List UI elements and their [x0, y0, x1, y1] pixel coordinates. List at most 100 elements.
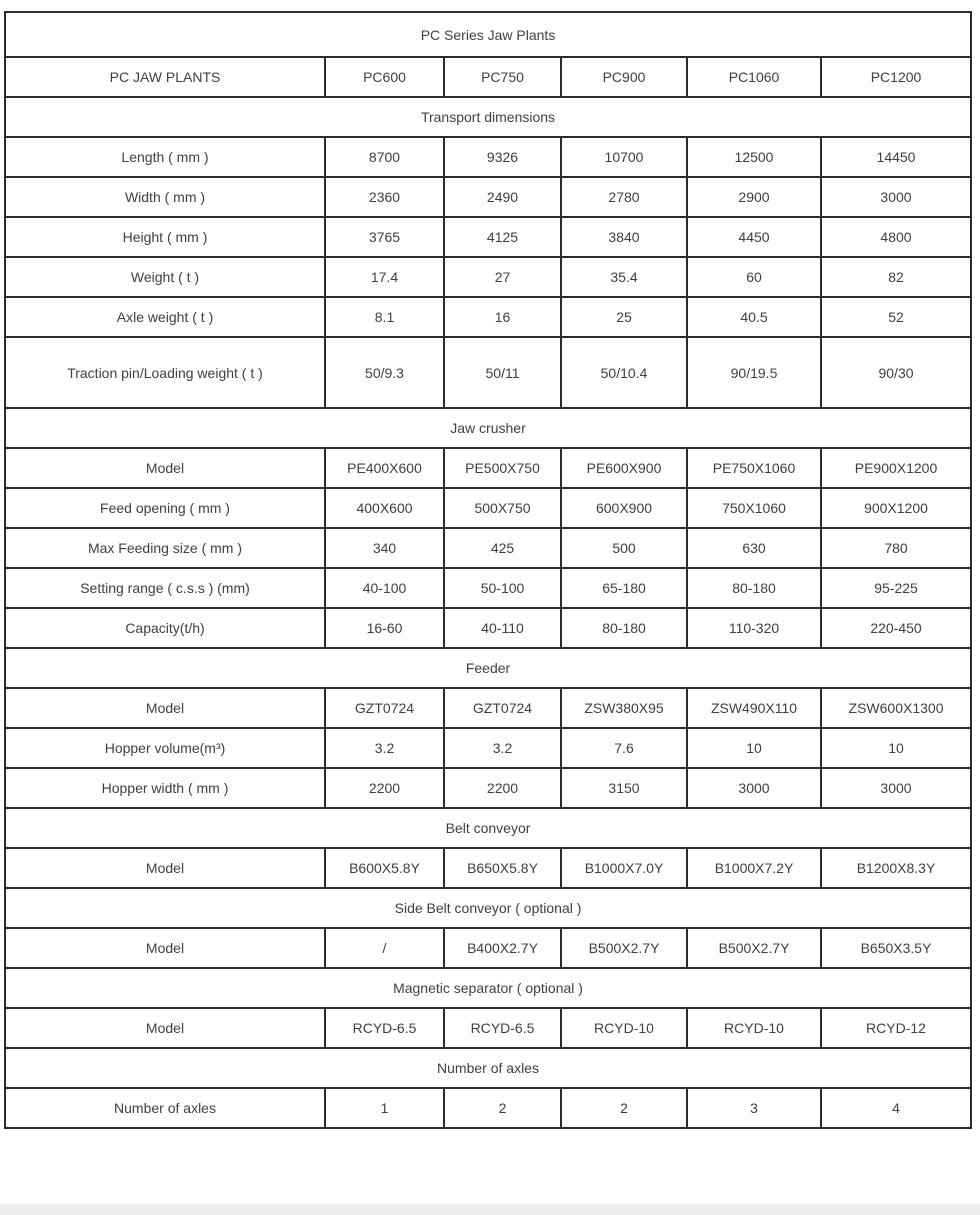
row-label-cell: Model — [4, 1007, 326, 1049]
value-cell: 14450 — [819, 136, 973, 178]
row-label-cell: Model — [4, 847, 326, 889]
value-cell: 2 — [560, 1087, 688, 1129]
value-cell: 50/10.4 — [560, 336, 688, 409]
value-cell: B500X2.7Y — [560, 927, 688, 969]
value-cell: GZT0724 — [443, 687, 562, 729]
spec-row: Model RCYD-6.5 RCYD-6.5 RCYD-10 RCYD-10 RCYD-… — [4, 1007, 973, 1049]
spec-table-body: PC Series Jaw Plants PC JAW PLANTS PC600 PC… — [3, 11, 973, 1129]
value-cell: 9326 — [443, 136, 562, 178]
value-cell: 3 — [686, 1087, 822, 1129]
value-cell: 2 — [443, 1087, 562, 1129]
spec-row: Length ( mm ) 8700 9326 10700 12500 14450 — [4, 136, 973, 178]
value-cell: / — [324, 927, 445, 969]
value-cell: 52 — [819, 296, 973, 338]
table-header-row: PC JAW PLANTS PC600 PC750 PC900 PC1060 PC1200 — [4, 56, 973, 98]
value-cell: 40-110 — [443, 607, 562, 649]
row-label-cell: Max Feeding size ( mm ) — [4, 527, 326, 569]
value-cell: 10700 — [560, 136, 688, 178]
value-cell: RCYD-6.5 — [324, 1007, 445, 1049]
value-cell: ZSW490X110 — [686, 687, 822, 729]
value-cell: 8700 — [324, 136, 445, 178]
header-label-cell: PC JAW PLANTS — [4, 56, 326, 98]
value-cell: 7.6 — [560, 727, 688, 769]
row-label-cell: Number of axles — [4, 1087, 326, 1129]
value-cell: 35.4 — [560, 256, 688, 298]
spec-row: Hopper width ( mm ) 2200 2200 3150 3000 3000 — [4, 767, 973, 809]
value-cell: 3765 — [324, 216, 445, 258]
row-label-cell: Height ( mm ) — [4, 216, 326, 258]
value-cell: 3000 — [819, 767, 973, 809]
value-cell: 4450 — [686, 216, 822, 258]
value-cell: 3.2 — [443, 727, 562, 769]
value-cell: 400X600 — [324, 487, 445, 529]
value-cell: 50/11 — [443, 336, 562, 409]
value-cell: 16 — [443, 296, 562, 338]
value-cell: ZSW600X1300 — [819, 687, 973, 729]
row-label-cell: Capacity(t/h) — [4, 607, 326, 649]
spec-row: Width ( mm ) 2360 2490 2780 2900 3000 — [4, 176, 973, 218]
value-cell: RCYD-12 — [819, 1007, 973, 1049]
spec-row: Hopper volume(m³) 3.2 3.2 7.6 10 10 — [4, 727, 973, 769]
spec-table: PC Series Jaw Plants PC JAW PLANTS PC600 PC… — [3, 11, 973, 1129]
value-cell: 3150 — [560, 767, 688, 809]
value-cell: 3840 — [560, 216, 688, 258]
row-label-cell: Width ( mm ) — [4, 176, 326, 218]
value-cell: 1 — [324, 1087, 445, 1129]
bottom-gray-bar — [0, 1204, 980, 1215]
value-cell: B400X2.7Y — [443, 927, 562, 969]
section-title-row: Transport dimensions — [3, 96, 973, 138]
value-cell: PE500X750 — [443, 447, 562, 489]
value-cell: 630 — [686, 527, 822, 569]
value-cell: 60 — [686, 256, 822, 298]
value-cell: 2360 — [324, 176, 445, 218]
section-title-cell: Magnetic separator ( optional ) — [3, 967, 973, 1009]
value-cell: 25 — [560, 296, 688, 338]
value-cell: 600X900 — [560, 487, 688, 529]
value-cell: 10 — [819, 727, 973, 769]
row-label-cell: Hopper volume(m³) — [4, 727, 326, 769]
value-cell: 2900 — [686, 176, 822, 218]
row-label-cell: Traction pin/Loading weight ( t ) — [4, 336, 326, 409]
row-label-cell: Model — [4, 927, 326, 969]
value-cell: B1200X8.3Y — [819, 847, 973, 889]
section-title-cell: Jaw crusher — [3, 407, 973, 449]
value-cell: 750X1060 — [686, 487, 822, 529]
value-cell: 8.1 — [324, 296, 445, 338]
value-cell: 110-320 — [686, 607, 822, 649]
value-cell: PE400X600 — [324, 447, 445, 489]
value-cell: 50/9.3 — [324, 336, 445, 409]
spec-row: Model GZT0724 GZT0724 ZSW380X95 ZSW490X110 ZS… — [4, 687, 973, 729]
value-cell: PE600X900 — [560, 447, 688, 489]
value-cell: 4 — [819, 1087, 973, 1129]
section-title-row: Jaw crusher — [3, 407, 973, 449]
header-model-cell: PC1200 — [819, 56, 973, 98]
row-label-cell: Setting range ( c.s.s ) (mm) — [4, 567, 326, 609]
value-cell: 340 — [324, 527, 445, 569]
value-cell: 3000 — [819, 176, 973, 218]
value-cell: PE750X1060 — [686, 447, 822, 489]
row-label-cell: Axle weight ( t ) — [4, 296, 326, 338]
value-cell: 4125 — [443, 216, 562, 258]
section-title-row: Belt conveyor — [3, 807, 973, 849]
value-cell: 2200 — [324, 767, 445, 809]
value-cell: 4800 — [819, 216, 973, 258]
spec-row: Height ( mm ) 3765 4125 3840 4450 4800 — [4, 216, 973, 258]
table-title-cell: PC Series Jaw Plants — [3, 11, 973, 58]
row-label-cell: Hopper width ( mm ) — [4, 767, 326, 809]
section-title-row: Number of axles — [3, 1047, 973, 1089]
value-cell: RCYD-10 — [560, 1007, 688, 1049]
section-title-cell: Belt conveyor — [3, 807, 973, 849]
value-cell: 220-450 — [819, 607, 973, 649]
value-cell: 27 — [443, 256, 562, 298]
table-title-row: PC Series Jaw Plants — [3, 11, 973, 58]
section-title-row: Magnetic separator ( optional ) — [3, 967, 973, 1009]
value-cell: 10 — [686, 727, 822, 769]
value-cell: 90/30 — [819, 336, 973, 409]
header-model-cell: PC750 — [443, 56, 562, 98]
value-cell: 65-180 — [560, 567, 688, 609]
value-cell: 82 — [819, 256, 973, 298]
section-title-cell: Side Belt conveyor ( optional ) — [3, 887, 973, 929]
value-cell: RCYD-6.5 — [443, 1007, 562, 1049]
header-model-cell: PC600 — [324, 56, 445, 98]
row-label-cell: Model — [4, 687, 326, 729]
